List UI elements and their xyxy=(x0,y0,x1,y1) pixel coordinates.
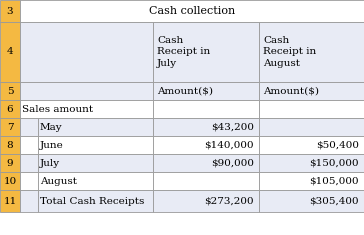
Text: Amount($): Amount($) xyxy=(157,86,213,95)
Bar xyxy=(0,172,20,190)
Text: Total Cash Receipts: Total Cash Receipts xyxy=(40,196,145,205)
Bar xyxy=(259,190,364,212)
Bar xyxy=(20,118,38,136)
Bar xyxy=(153,22,259,82)
Text: 3: 3 xyxy=(7,7,13,16)
Bar xyxy=(0,100,20,118)
Text: May: May xyxy=(40,122,63,132)
Text: Cash collection: Cash collection xyxy=(149,6,235,16)
Bar xyxy=(0,0,20,22)
Bar xyxy=(0,118,20,136)
Bar xyxy=(38,118,153,136)
Bar xyxy=(0,136,20,154)
Text: Cash
Receipt in
August: Cash Receipt in August xyxy=(263,36,316,68)
Text: July: July xyxy=(40,158,60,168)
Bar xyxy=(0,22,20,82)
Text: $140,000: $140,000 xyxy=(204,141,254,149)
Bar xyxy=(38,136,153,154)
Text: June: June xyxy=(40,141,64,149)
Bar xyxy=(20,82,153,100)
Text: 8: 8 xyxy=(7,141,13,149)
Text: 6: 6 xyxy=(7,105,13,114)
Bar xyxy=(259,154,364,172)
Text: 4: 4 xyxy=(7,47,13,56)
Bar xyxy=(20,190,38,212)
Bar xyxy=(153,190,259,212)
Bar xyxy=(259,22,364,82)
Text: $50,400: $50,400 xyxy=(316,141,359,149)
Bar xyxy=(20,0,364,22)
Bar xyxy=(0,154,20,172)
Text: 7: 7 xyxy=(7,122,13,132)
Bar xyxy=(38,172,153,190)
Bar xyxy=(153,136,259,154)
Bar xyxy=(20,22,153,82)
Text: $273,200: $273,200 xyxy=(204,196,254,205)
Text: August: August xyxy=(40,176,77,185)
Text: $43,200: $43,200 xyxy=(211,122,254,132)
Text: $90,000: $90,000 xyxy=(211,158,254,168)
Text: Amount($): Amount($) xyxy=(263,86,319,95)
Text: 5: 5 xyxy=(7,86,13,95)
Bar xyxy=(20,136,38,154)
Bar xyxy=(0,82,20,100)
Bar xyxy=(259,118,364,136)
Text: Cash
Receipt in
July: Cash Receipt in July xyxy=(157,36,210,68)
Text: 9: 9 xyxy=(7,158,13,168)
Text: 10: 10 xyxy=(3,176,17,185)
Bar xyxy=(259,82,364,100)
Bar xyxy=(20,100,153,118)
Text: $150,000: $150,000 xyxy=(309,158,359,168)
Bar xyxy=(38,190,153,212)
Bar xyxy=(20,172,38,190)
Bar xyxy=(38,154,153,172)
Text: 11: 11 xyxy=(3,196,17,205)
Text: $105,000: $105,000 xyxy=(309,176,359,185)
Bar xyxy=(259,100,364,118)
Bar xyxy=(153,172,259,190)
Text: Sales amount: Sales amount xyxy=(22,105,93,114)
Bar xyxy=(259,172,364,190)
Bar xyxy=(259,136,364,154)
Bar xyxy=(153,154,259,172)
Bar xyxy=(153,82,259,100)
Bar xyxy=(153,100,259,118)
Bar xyxy=(0,190,20,212)
Text: $305,400: $305,400 xyxy=(309,196,359,205)
Bar xyxy=(153,118,259,136)
Bar xyxy=(20,154,38,172)
